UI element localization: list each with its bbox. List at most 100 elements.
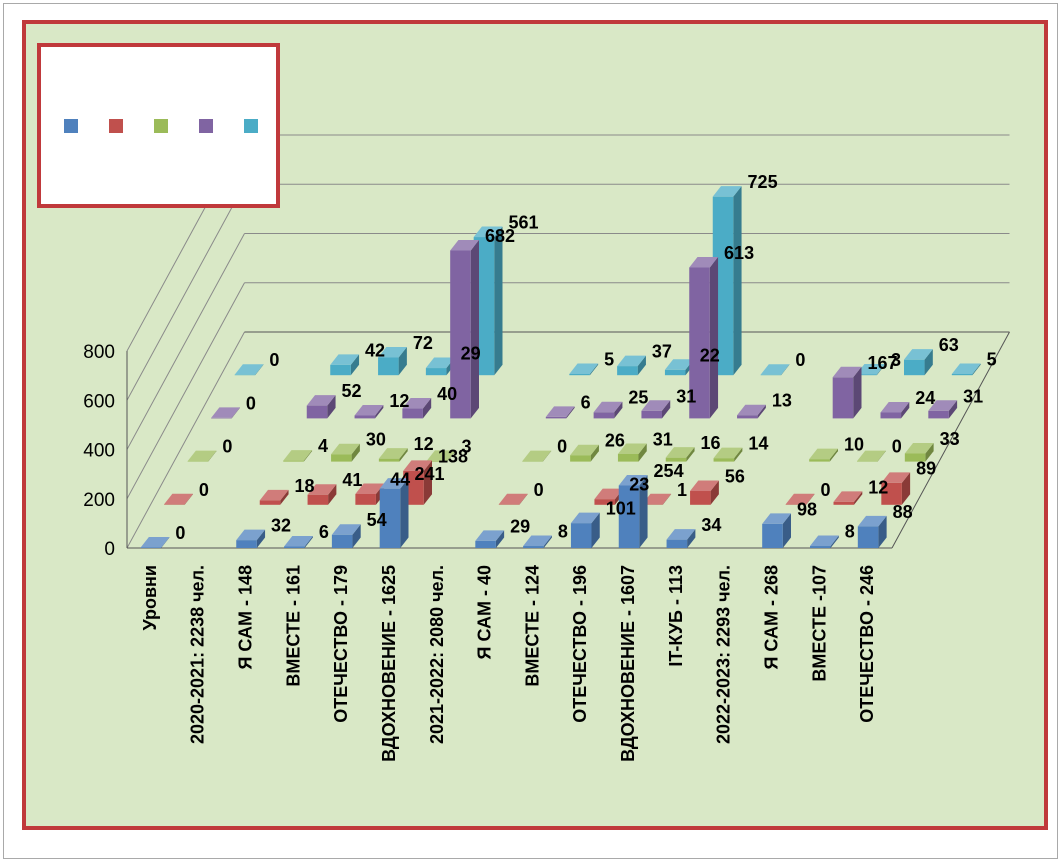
data-label: 72 (413, 333, 433, 353)
bar-top (331, 524, 361, 535)
data-label: 5 (604, 349, 614, 369)
bar-top (737, 404, 766, 416)
bar (928, 410, 949, 419)
data-label: 37 (652, 342, 672, 362)
bar-top (690, 480, 719, 492)
bar-side (400, 478, 409, 548)
bar-side (304, 536, 313, 548)
bar-top (236, 529, 266, 541)
category-label: ОТЕЧЕСТВО - 179 (331, 565, 351, 723)
bar-side (542, 450, 552, 462)
bar (760, 374, 782, 376)
bar-side (829, 448, 838, 462)
bar-side (733, 186, 742, 376)
bar-side (806, 493, 815, 505)
bar (617, 366, 638, 376)
bar-side (591, 512, 600, 548)
bar-top (712, 186, 742, 197)
data-label: 42 (365, 340, 385, 360)
bar-top (354, 404, 384, 416)
bar (665, 457, 687, 462)
bar-top (617, 443, 647, 454)
bar-side (519, 493, 528, 505)
bar (378, 357, 399, 376)
bar-top (856, 363, 885, 375)
data-label: 0 (557, 437, 567, 457)
data-label: 682 (485, 226, 515, 246)
y-tick-label: 0 (104, 539, 115, 560)
data-label: 40 (437, 384, 457, 404)
bar-top (570, 444, 599, 456)
bar-side (830, 535, 839, 548)
data-label: 167 (867, 353, 897, 373)
y-tick-label: 400 (83, 441, 115, 462)
legend-swatch (109, 119, 123, 133)
bar-top (402, 398, 432, 409)
data-label: 12 (389, 391, 409, 411)
bar-side (925, 442, 934, 462)
bar-side (470, 239, 479, 419)
category-label: ВМЕСТЕ - 161 (283, 565, 303, 687)
data-label: 0 (795, 350, 805, 370)
bar (857, 526, 879, 548)
bar-top (569, 363, 599, 374)
bar-top (785, 493, 815, 505)
bar-side (637, 355, 646, 376)
bar-top (664, 359, 694, 370)
bar (450, 250, 471, 419)
bar (810, 546, 831, 548)
bar-side (687, 529, 696, 548)
bar-top (617, 355, 646, 367)
bar (307, 494, 329, 505)
bar-side (854, 491, 863, 505)
bar-top (713, 447, 743, 459)
data-label: 6 (581, 392, 591, 412)
bar (904, 359, 925, 376)
bar-side (709, 256, 719, 419)
bar-top (904, 349, 933, 360)
bar-top (426, 450, 456, 461)
bar-side (398, 346, 407, 376)
bar-side (853, 366, 862, 419)
data-label: 98 (797, 499, 817, 519)
category-label: ВДОХНОВЕНИЕ - 1625 (379, 565, 399, 762)
legend-swatch (199, 119, 213, 133)
legend-swatch (154, 119, 168, 133)
bar-side (589, 363, 599, 376)
bar (881, 482, 902, 505)
data-label: 23 (629, 475, 649, 495)
data-label: 0 (199, 480, 209, 500)
bar (378, 458, 400, 462)
bar (402, 408, 423, 419)
bar-side (184, 493, 193, 505)
bar-top (211, 407, 240, 418)
data-label: 3 (461, 436, 471, 456)
bar-top (140, 537, 170, 548)
bar-side (590, 444, 599, 462)
bar-side (662, 493, 672, 505)
side-wall-gridline (126, 233, 245, 450)
bar-side (901, 401, 910, 419)
category-label: 2020-2021: 2238 чел. (188, 565, 208, 744)
bar-side (352, 524, 361, 548)
bar (951, 373, 973, 376)
bar-side (757, 404, 766, 419)
bar-top (665, 447, 695, 458)
legend (37, 43, 280, 208)
data-label: 29 (461, 344, 481, 364)
bar (331, 454, 352, 462)
bar-top (378, 346, 407, 358)
bar-side (948, 400, 958, 419)
bar-top (498, 493, 528, 505)
category-label: ОТЕЧЕСТВО - 196 (570, 565, 590, 723)
bar (856, 374, 877, 376)
bar (164, 504, 185, 505)
bar-side (494, 226, 503, 376)
bar-top (904, 442, 934, 454)
bar (594, 499, 615, 505)
bar (306, 405, 328, 419)
bar (522, 461, 543, 462)
data-label: 44 (390, 469, 410, 489)
bar-side (423, 460, 432, 505)
bar-side (327, 395, 336, 419)
